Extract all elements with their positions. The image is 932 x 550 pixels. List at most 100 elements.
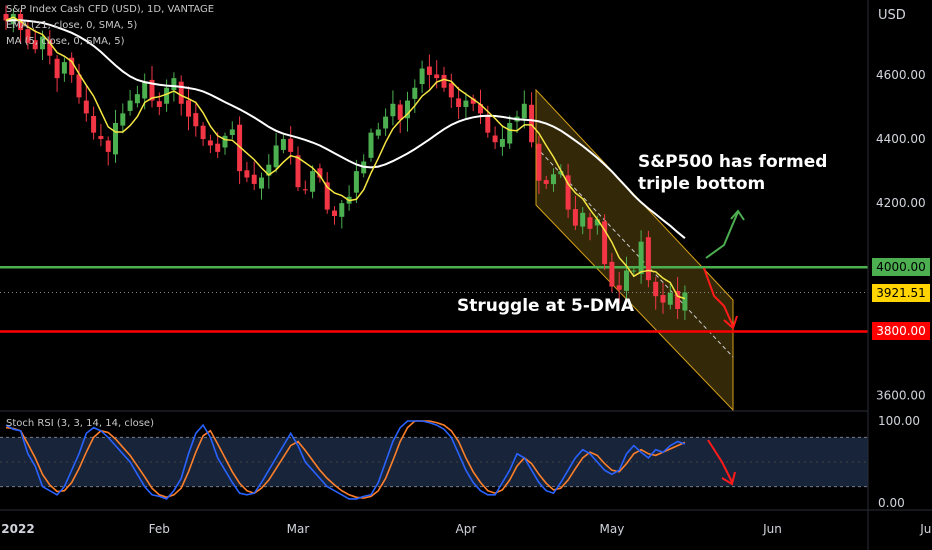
candle-body	[405, 100, 410, 119]
candle-body	[551, 174, 556, 185]
candle-body	[91, 115, 97, 133]
candle-body	[675, 290, 681, 309]
candle-body	[127, 100, 133, 111]
candle-body	[470, 98, 476, 104]
price-tick-label: 4400.00	[876, 132, 926, 146]
candle-body	[543, 180, 549, 184]
candle-body	[667, 292, 673, 305]
candle-body	[638, 241, 644, 275]
currency-label: USD	[878, 8, 906, 23]
candle-body	[215, 143, 221, 152]
triple-bottom-annotation-2: triple bottom	[638, 174, 766, 194]
main-pane	[0, 5, 868, 412]
ma-legend: MA (5, close, 0, SMA, 5)	[6, 36, 125, 47]
candle-body	[83, 100, 89, 114]
candle-body	[609, 261, 615, 287]
candle-body	[76, 74, 82, 98]
price-tick-label: 3600.00	[876, 389, 926, 403]
candle-body	[572, 209, 578, 226]
candle-body	[178, 81, 184, 104]
candle-body	[302, 189, 308, 191]
candle-body	[200, 125, 206, 140]
candle-body	[317, 168, 323, 178]
stoch-d-line	[5, 420, 686, 499]
candle-body	[186, 100, 191, 117]
candle-body	[25, 29, 31, 43]
candle-body	[207, 140, 213, 146]
time-tick-label: May	[599, 522, 624, 536]
candle-body	[237, 124, 243, 172]
candle-body	[120, 113, 126, 126]
candle-body	[478, 104, 483, 114]
candle-body	[682, 292, 688, 311]
candle-body	[193, 113, 199, 127]
candle-body	[602, 221, 608, 265]
time-tick-label: Jun	[762, 522, 782, 536]
candle-body	[536, 143, 542, 181]
candle-body	[61, 62, 67, 74]
candle-body	[113, 123, 118, 155]
down-projection-arrow	[703, 267, 734, 327]
down-arrowhead	[723, 315, 738, 330]
candle-body	[594, 219, 600, 226]
candle-body	[499, 139, 505, 147]
candle-body	[624, 270, 629, 291]
candle-body	[149, 79, 155, 101]
candle-body	[105, 140, 111, 152]
candle-body	[156, 101, 162, 107]
candle-body	[244, 170, 250, 178]
candle-body	[441, 74, 447, 88]
triple-bottom-annotation-1: S&P500 has formed	[638, 152, 828, 172]
stoch-k-line	[5, 420, 686, 500]
ema-line	[5, 16, 686, 300]
candle-body	[645, 237, 651, 281]
candle-body	[10, 14, 16, 25]
stoch-legend: Stoch RSI (3, 3, 14, 14, close)	[6, 418, 154, 429]
candle-body	[507, 123, 513, 144]
candle-body	[580, 212, 586, 227]
time-tick-label: 2022	[1, 522, 34, 536]
time-tick-label: Feb	[149, 522, 170, 536]
candle-body	[332, 210, 337, 217]
candle-body	[69, 57, 75, 75]
candle-body	[565, 175, 571, 210]
candle-body	[229, 129, 235, 136]
channel-midline	[535, 146, 734, 358]
candle-body	[40, 36, 45, 50]
time-tick-label: Ju	[919, 522, 931, 536]
up-arrowhead	[730, 209, 745, 221]
stoch-tick-label: 100.00	[878, 414, 920, 428]
ma-line	[5, 19, 686, 239]
stoch-pane	[0, 420, 868, 500]
candle-body	[266, 164, 272, 176]
candle-body	[353, 171, 359, 193]
candle-body	[171, 78, 177, 91]
time-tick-label: Mar	[287, 522, 310, 536]
candle-body	[463, 100, 469, 107]
candle-body	[98, 135, 104, 140]
candle-body	[47, 39, 53, 56]
candle-body	[558, 171, 564, 175]
candle-body	[32, 40, 38, 50]
candle-body	[288, 138, 294, 152]
price-tick-label: 4200.00	[876, 196, 926, 210]
candle-body	[54, 58, 60, 79]
candle-body	[485, 116, 491, 133]
candle-body	[222, 135, 228, 148]
candle-body	[448, 83, 454, 98]
candle-body	[142, 81, 148, 99]
stoch-tick-label: 0.00	[878, 496, 905, 510]
candle-body	[251, 174, 257, 184]
candle-body	[310, 171, 316, 192]
candle-body	[616, 285, 622, 290]
struggle-annotation: Struggle at 5-DMA	[457, 296, 635, 316]
candle-body	[492, 135, 498, 143]
ema-legend: EMA (21, close, 0, SMA, 5)	[6, 20, 138, 31]
candle-body	[434, 74, 440, 79]
candle-body	[426, 66, 432, 75]
candle-body	[631, 270, 637, 272]
candle-body	[419, 68, 425, 85]
candle-body	[529, 104, 535, 143]
candle-body	[397, 104, 403, 120]
